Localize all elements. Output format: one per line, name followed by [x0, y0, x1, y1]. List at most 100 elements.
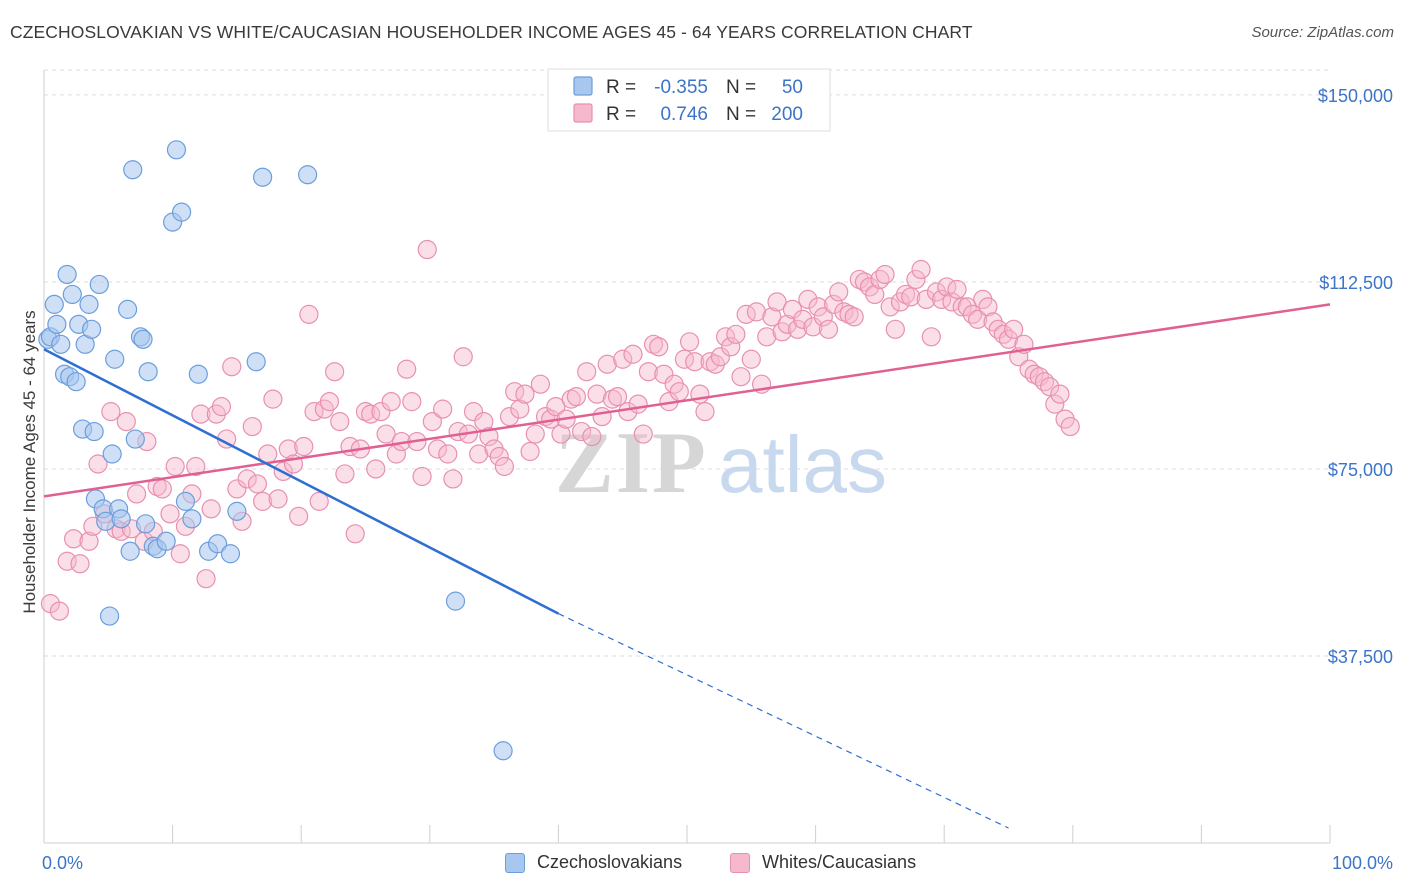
point-whites-caucasians-82 — [479, 426, 499, 447]
axes — [43, 70, 1331, 844]
legend-item-czechoslovakians[interactable]: Czechoslovakians — [505, 852, 682, 873]
point-whites-caucasians-193 — [1050, 384, 1070, 404]
point-whites-caucasians-165 — [906, 269, 926, 290]
legend-label-whites-caucasians: Whites/Caucasians — [762, 852, 917, 872]
point-whites-caucasians-100 — [571, 421, 592, 442]
point-whites-caucasians-105 — [597, 354, 617, 374]
point-whites-caucasians-167 — [916, 289, 936, 310]
point-czechoslovakians-20 — [99, 606, 120, 626]
point-whites-caucasians-110 — [623, 344, 643, 364]
point-whites-caucasians-179 — [978, 297, 998, 317]
point-whites-caucasians-116 — [654, 364, 674, 384]
point-whites-caucasians-36 — [242, 416, 262, 437]
point-whites-caucasians-7 — [88, 454, 108, 474]
point-whites-caucasians-115 — [649, 337, 669, 357]
point-czechoslovakians-39 — [175, 491, 196, 511]
point-whites-caucasians-58 — [355, 402, 376, 422]
point-whites-caucasians-38 — [253, 491, 273, 511]
legend-swatch-0 — [573, 76, 593, 96]
point-czechoslovakians-49 — [445, 591, 466, 611]
legend-n-label-0: N = — [726, 77, 756, 98]
point-czechoslovakians-40 — [182, 509, 202, 529]
point-czechoslovakians-24 — [111, 509, 131, 529]
point-czechoslovakians-17 — [89, 274, 109, 295]
point-czechoslovakians-47 — [253, 167, 273, 187]
y-tick-labels: $150,000 $112,500 $75,000 $37,500 — [1318, 86, 1393, 667]
point-whites-caucasians-4 — [70, 554, 90, 574]
point-czechoslovakians-32 — [138, 362, 158, 382]
point-whites-caucasians-168 — [921, 327, 941, 347]
point-whites-caucasians-43 — [278, 439, 298, 459]
point-czechoslovakians-41 — [188, 364, 208, 384]
point-whites-caucasians-150 — [829, 282, 849, 302]
point-whites-caucasians-91 — [525, 424, 545, 444]
point-czechoslovakians-15 — [84, 421, 104, 442]
point-whites-caucasians-108 — [613, 349, 633, 369]
y-axis-label: Householder Income Ages 45 - 64 years — [20, 310, 39, 613]
point-whites-caucasians-106 — [602, 389, 623, 409]
point-czechoslovakians-4 — [51, 334, 71, 354]
point-whites-caucasians-26 — [191, 404, 211, 424]
point-czechoslovakians-25 — [117, 299, 138, 319]
point-czechoslovakians-48 — [298, 165, 318, 185]
point-whites-caucasians-86 — [499, 407, 520, 427]
point-whites-caucasians-124 — [695, 402, 715, 422]
point-whites-caucasians-174 — [952, 297, 972, 317]
legend-item-whites-caucasians[interactable]: Whites/Caucasians — [730, 852, 916, 873]
point-whites-caucasians-74 — [438, 444, 458, 464]
point-whites-caucasians-96 — [551, 424, 571, 444]
point-whites-caucasians-133 — [741, 349, 761, 369]
legend-swatch-1 — [573, 103, 593, 123]
watermark-zip: ZIP — [555, 415, 708, 512]
point-whites-caucasians-60 — [366, 459, 386, 479]
point-whites-caucasians-69 — [412, 466, 432, 487]
trend-line-whites-caucasians — [43, 303, 1331, 498]
point-whites-caucasians-130 — [726, 324, 746, 344]
point-czechoslovakians-3 — [47, 314, 67, 334]
point-whites-caucasians-140 — [777, 314, 797, 334]
point-whites-caucasians-3 — [63, 529, 84, 549]
point-whites-caucasians-160 — [880, 297, 900, 317]
y-tick-label-1: $112,500 — [1319, 273, 1393, 293]
point-czechoslovakians-44 — [220, 544, 241, 564]
point-czechoslovakians-13 — [79, 294, 99, 314]
point-whites-caucasians-99 — [566, 387, 587, 407]
series-whites-caucasians — [40, 239, 1080, 621]
point-czechoslovakians-38 — [172, 202, 192, 222]
point-whites-caucasians-21 — [165, 456, 185, 477]
point-whites-caucasians-184 — [1004, 319, 1024, 339]
point-whites-caucasians-131 — [731, 367, 751, 387]
point-whites-caucasians-147 — [813, 307, 833, 327]
series-czechoslovakians — [38, 140, 513, 761]
point-czechoslovakians-14 — [81, 319, 102, 339]
point-czechoslovakians-28 — [125, 429, 145, 449]
point-whites-caucasians-35 — [237, 469, 257, 489]
y-tick-label-3: $37,500 — [1328, 647, 1393, 667]
point-whites-caucasians-98 — [561, 389, 581, 409]
point-czechoslovakians-45 — [227, 501, 247, 521]
point-whites-caucasians-195 — [1060, 416, 1080, 437]
point-whites-caucasians-111 — [628, 394, 648, 414]
point-whites-caucasians-107 — [607, 387, 628, 407]
point-whites-caucasians-143 — [793, 309, 813, 329]
point-whites-caucasians-134 — [746, 302, 767, 322]
point-whites-caucasians-62 — [376, 424, 396, 444]
point-whites-caucasians-66 — [397, 359, 417, 379]
point-czechoslovakians-37 — [166, 140, 187, 160]
point-whites-caucasians-1 — [49, 601, 70, 621]
trend-line-czechoslovakians — [43, 348, 559, 615]
point-whites-caucasians-33 — [227, 479, 247, 499]
point-whites-caucasians-84 — [489, 446, 509, 467]
legend-swatch-blue — [505, 852, 525, 873]
point-whites-caucasians-41 — [268, 489, 288, 509]
point-whites-caucasians-157 — [865, 284, 885, 305]
point-whites-caucasians-88 — [510, 399, 530, 419]
point-whites-caucasians-22 — [170, 544, 190, 564]
point-czechoslovakians-30 — [133, 329, 153, 349]
point-whites-caucasians-51 — [319, 392, 340, 412]
point-whites-caucasians-70 — [417, 239, 437, 260]
point-whites-caucasians-30 — [211, 397, 232, 417]
point-whites-caucasians-172 — [942, 292, 962, 312]
point-whites-caucasians-104 — [592, 407, 612, 427]
